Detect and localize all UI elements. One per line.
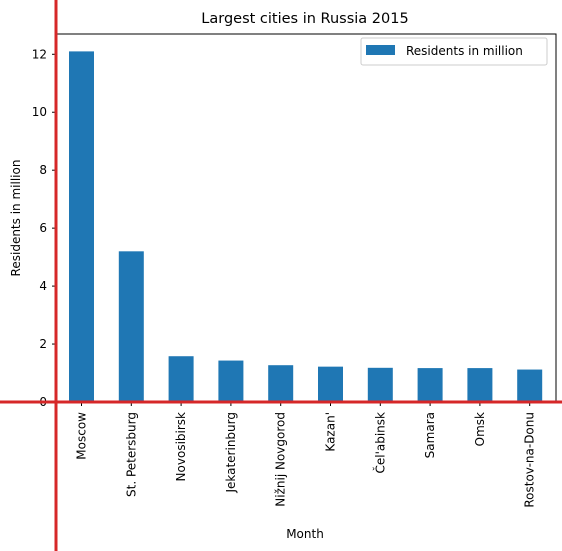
legend-label: Residents in million: [406, 44, 523, 58]
x-tick-label: Čel'abinsk: [372, 412, 387, 474]
bar-4: [268, 365, 294, 402]
bar-3: [218, 360, 244, 402]
x-tick-label: St. Petersburg: [124, 412, 138, 497]
bar-6: [367, 367, 393, 402]
bar-2: [168, 356, 194, 402]
legend: Residents in million: [360, 37, 548, 66]
chart-title: Largest cities in Russia 2015: [201, 11, 408, 27]
bar-9: [517, 369, 543, 402]
bars-group: [69, 51, 543, 402]
x-tick-label: Samara: [423, 412, 437, 458]
x-tick-label: Jekaterinburg: [224, 412, 238, 494]
x-axis-label: Month: [286, 527, 324, 541]
bar-5: [318, 366, 343, 402]
y-tick-label: 4: [39, 279, 47, 293]
x-tick-label: Kazan': [324, 412, 338, 452]
x-tick-label: Omsk: [473, 412, 487, 446]
y-axis-ticks: 024681012: [32, 47, 56, 409]
y-tick-label: 2: [39, 337, 47, 351]
y-axis-label: Residents in million: [9, 160, 23, 277]
y-tick-label: 6: [39, 221, 47, 235]
y-tick-label: 10: [32, 105, 47, 119]
bar-7: [417, 368, 443, 402]
x-tick-label: Moscow: [75, 412, 89, 460]
x-tick-label: Nižnij Novgorod: [274, 412, 288, 507]
bar-0: [69, 51, 94, 402]
legend-swatch: [366, 45, 395, 55]
x-tick-label: Rostov-na-Donu: [523, 412, 537, 508]
bar-1: [118, 251, 144, 402]
y-tick-label: 12: [32, 47, 47, 61]
bar-8: [467, 368, 493, 402]
x-axis-ticks: Moscow St. Petersburg Novosibirsk Jekaterin…: [75, 402, 537, 508]
x-tick-label: Novosibirsk: [174, 412, 188, 481]
legend-frame: [360, 37, 548, 66]
y-tick-label: 8: [39, 163, 47, 177]
